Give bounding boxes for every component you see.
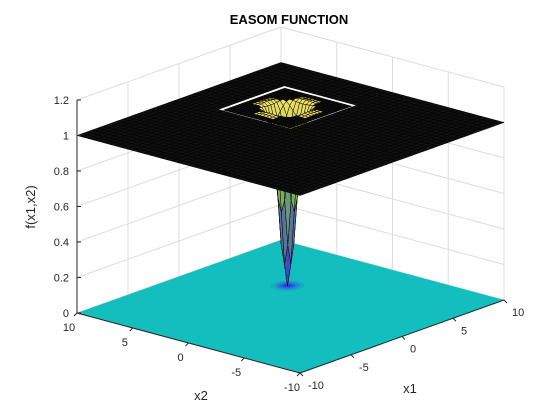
z-tick-label: 0.2 bbox=[54, 273, 69, 285]
surface-patch bbox=[286, 125, 294, 129]
y-axis-label: x2 bbox=[194, 388, 208, 403]
z-tick-label: 0 bbox=[63, 308, 69, 320]
z-tick-label: 0.8 bbox=[54, 166, 69, 178]
chart-title: EASOM FUNCTION bbox=[230, 12, 348, 27]
y-tick-label: 10 bbox=[63, 322, 75, 334]
x-tick-mark bbox=[350, 354, 355, 359]
x-tick-label: -5 bbox=[359, 362, 369, 374]
x-tick-label: 10 bbox=[512, 307, 524, 319]
z-axis-label: f(x1,x2) bbox=[23, 185, 38, 228]
surface-mesh bbox=[76, 62, 505, 286]
x-tick-mark bbox=[503, 299, 508, 304]
x-tick-label: -10 bbox=[308, 380, 324, 392]
z-tick-label: 1 bbox=[63, 131, 69, 143]
axes-layer: -10 -5 0 5 10 10 5 0 -5 -10 0 0.2 0.4 0.6 0.8 1 1.2 bbox=[54, 95, 525, 394]
z-tick-label: 0.4 bbox=[54, 237, 69, 249]
z-tick-label: 0.6 bbox=[54, 202, 69, 214]
x-tick-mark bbox=[452, 317, 457, 322]
y-tick-mark bbox=[240, 357, 245, 362]
y-tick-label: 0 bbox=[177, 352, 183, 364]
z-tick-label: 1.2 bbox=[54, 95, 69, 107]
y-tick-mark bbox=[73, 312, 78, 317]
grid-line bbox=[76, 26, 505, 101]
y-tick-label: 5 bbox=[122, 337, 128, 349]
y-tick-mark bbox=[185, 342, 189, 347]
x-tick-label: 0 bbox=[410, 344, 416, 356]
y-tick-mark bbox=[129, 327, 134, 332]
x-axis-label: x1 bbox=[403, 381, 417, 396]
x-tick-label: 5 bbox=[461, 325, 467, 337]
x-tick-mark bbox=[401, 336, 406, 340]
surface-patch bbox=[294, 191, 306, 196]
x-tick-mark bbox=[299, 372, 304, 377]
y-tick-label: -5 bbox=[231, 367, 241, 379]
y-tick-label: -10 bbox=[284, 382, 300, 394]
floor-plane bbox=[77, 240, 504, 373]
y-tick-mark bbox=[296, 372, 301, 377]
